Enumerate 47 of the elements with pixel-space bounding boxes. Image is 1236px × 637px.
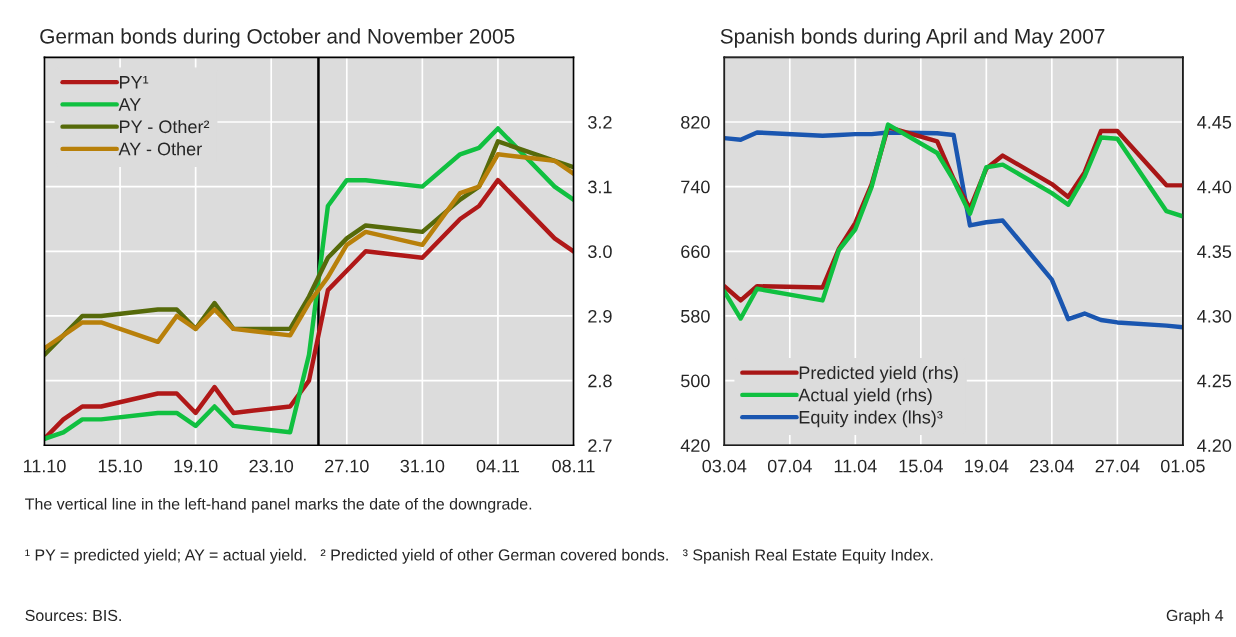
chart-title: Spanish bonds during April and May 2007 [720,28,1105,48]
y-tick-label: 820 [681,115,710,129]
y-tick-label: 500 [681,374,710,388]
x-tick-label: 23.10 [249,459,294,473]
x-tick-label: 07.04 [767,459,812,473]
x-tick-label: 11.04 [834,459,877,473]
text: The vertical line in the left-hand panel marks the date of the downgrade. [25,497,532,513]
y-tick-label: 580 [681,309,710,323]
source-note: Sources: BIS. [25,609,121,622]
x-tick-label: 04.11 [476,459,519,473]
x-tick-label: 15.10 [98,459,142,473]
caption: Graph 4 [1166,609,1224,625]
x-tick-label: 15.04 [899,459,943,473]
y-tick-label: 2.7 [588,439,612,452]
y2-tick-label: 4.20 [1197,439,1232,452]
y-tick-label: 660 [681,245,710,259]
y2-tick-label: 4.30 [1197,309,1232,323]
text: ¹ PY = predicted yield; AY = actual yield. ² Predicted yield of other German covered bonds. ³ Spanish Real Estate Equity Index. [25,548,933,564]
y-tick-label: 3.1 [588,180,612,194]
x-tick-label: 08.11 [552,459,595,473]
legend-label: Equity index (lhs)³ [799,410,943,428]
y2-tick-label: 4.25 [1197,374,1232,388]
x-tick-label: 03.04 [702,459,747,473]
x-tick-label: 27.04 [1095,459,1140,473]
chart-title: German bonds during October and November 2005 [40,28,515,48]
y2-tick-label: 4.45 [1197,116,1232,129]
legend-label: AY - Other [118,142,202,156]
x-tick-label: 19.04 [965,459,1009,473]
y2-tick-label: 4.35 [1197,245,1232,259]
y-tick-label: 3.0 [588,245,612,259]
x-tick-label: 27.10 [325,459,369,473]
legend-label: PY¹ [120,76,149,89]
x-tick-label: 11.10 [23,459,66,473]
legend-label: AY [118,98,141,111]
legend-label: Predicted yield (rhs) [799,365,958,383]
x-tick-label: 01.05 [1160,459,1205,473]
x-tick-label: 31.10 [400,459,445,473]
y-tick-label: 2.8 [588,374,612,388]
legend-label: PY - Other² [120,119,210,134]
x-tick-label: 23.04 [1030,459,1074,473]
y-tick-label: 740 [681,180,710,194]
y2-tick-label: 4.40 [1197,180,1232,194]
legend-label: Actual yield (rhs) [798,388,932,405]
x-tick-label: 19.10 [174,459,218,473]
y-tick-label: 2.9 [588,309,612,323]
y-tick-label: 3.2 [588,115,612,129]
y-tick-label: 420 [680,439,710,452]
